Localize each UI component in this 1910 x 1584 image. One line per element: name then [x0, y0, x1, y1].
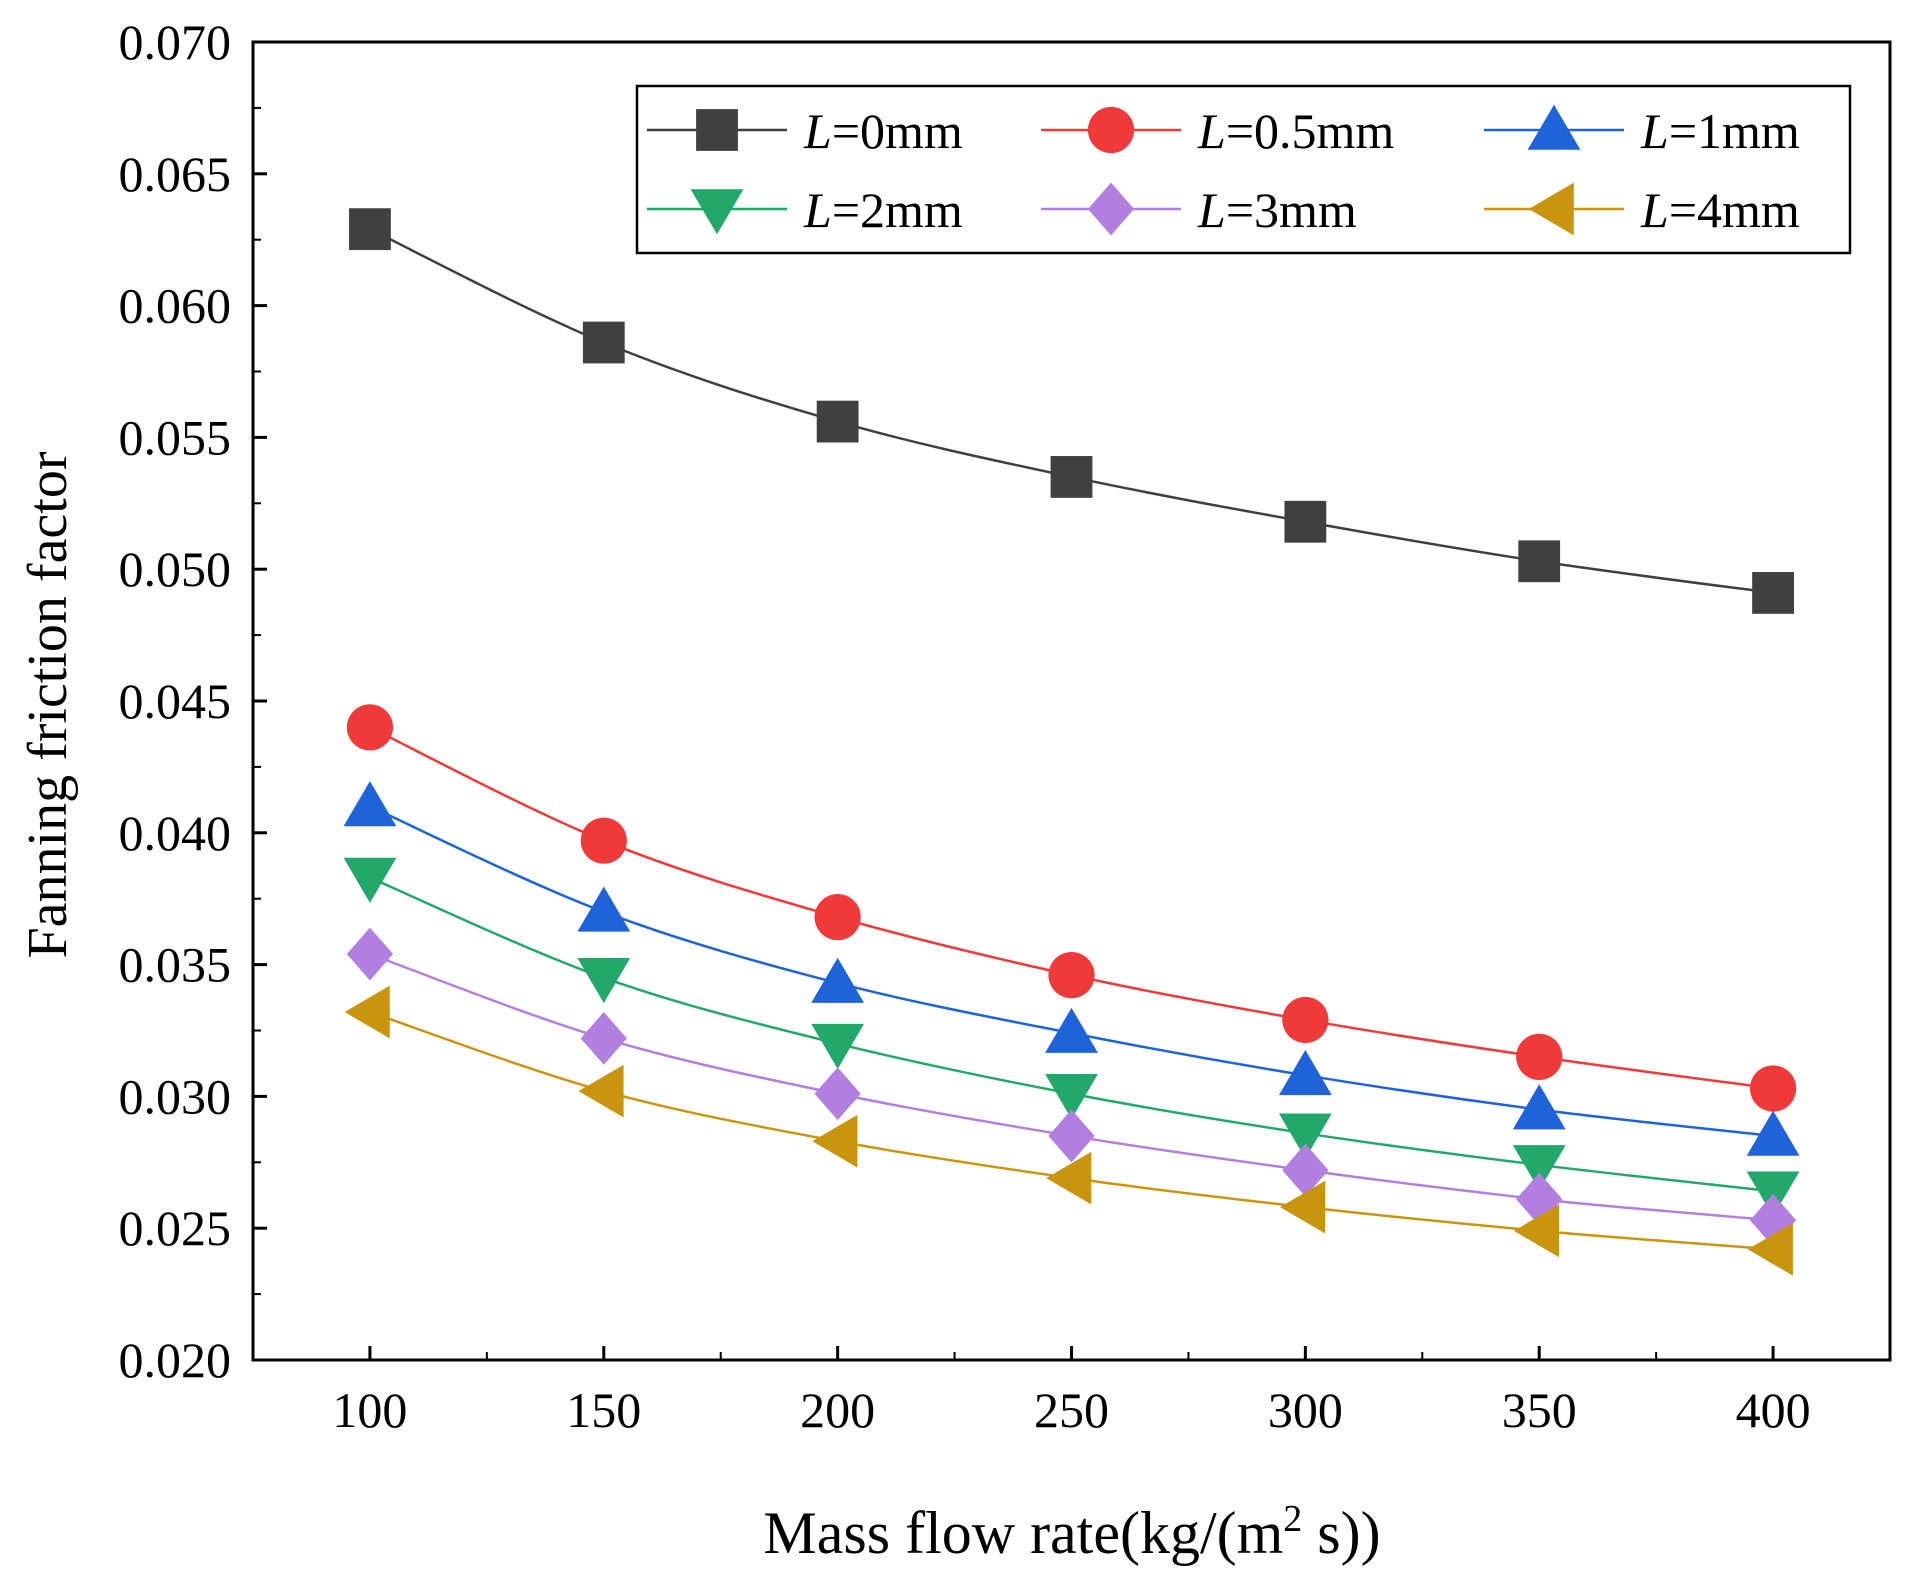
- x-tick-label: 100: [332, 1382, 407, 1438]
- data-point: [1516, 1172, 1563, 1226]
- legend-label: L=3mm: [1197, 182, 1357, 238]
- data-point: [346, 927, 394, 981]
- data-point: [814, 1067, 861, 1121]
- x-tick-label: 200: [800, 1382, 875, 1438]
- data-point: [1048, 1109, 1095, 1163]
- data-point: [811, 1023, 865, 1069]
- legend-label: L=0mm: [803, 103, 963, 159]
- data-point: [1278, 1050, 1332, 1096]
- legend: L=0mm L=0.5mm L=1mm L=2mm L=3mm L=4mm: [635, 84, 1852, 255]
- data-point: [343, 781, 397, 827]
- data-point: [1513, 1204, 1560, 1258]
- legend-label: L=1mm: [1640, 103, 1800, 159]
- data-point: [812, 1114, 858, 1168]
- legend-marker: [696, 109, 738, 151]
- data-point: [1512, 1084, 1566, 1130]
- legend-marker: [690, 189, 744, 235]
- legend-label: L=2mm: [803, 182, 963, 238]
- legend-item: L=1mm: [1484, 103, 1800, 159]
- series-layer: [343, 208, 1800, 1276]
- legend-marker: [1087, 106, 1135, 154]
- y-axis-title: Fanning friction factor: [17, 451, 79, 958]
- y-tick-label: 0.035: [119, 937, 232, 993]
- x-tick-label: 250: [1034, 1382, 1109, 1438]
- series-l-0mm: [349, 208, 1794, 614]
- data-point: [349, 208, 391, 251]
- data-point: [1752, 572, 1794, 614]
- data-point: [1045, 1073, 1098, 1120]
- y-tick-label: 0.055: [119, 409, 232, 465]
- x-tick-label: 350: [1502, 1382, 1577, 1438]
- data-point: [1048, 952, 1095, 999]
- axis-tick-labels: 100 150 200 250 300 350 400 0.020 0.025 0.030 0.03…: [119, 14, 1811, 1438]
- y-tick-label: 0.065: [119, 146, 232, 202]
- data-point: [811, 957, 865, 1003]
- data-point: [1280, 1180, 1326, 1234]
- data-point: [1747, 1222, 1793, 1276]
- data-point: [577, 886, 631, 932]
- data-point: [816, 400, 859, 443]
- series-line: [369, 228, 1774, 595]
- legend-marker: [1528, 182, 1574, 236]
- legend-label: L=4mm: [1640, 182, 1800, 238]
- data-point: [1045, 1007, 1098, 1053]
- y-tick-label: 0.070: [119, 14, 232, 70]
- x-tick-label: 150: [566, 1382, 641, 1438]
- legend-marker: [1087, 182, 1135, 236]
- series-l-4mm: [344, 985, 1793, 1276]
- series-l-1mm: [343, 781, 1800, 1156]
- y-tick-label: 0.030: [119, 1068, 232, 1124]
- data-point: [1746, 1110, 1800, 1156]
- y-tick-label: 0.050: [119, 541, 232, 597]
- legend-item: L=2mm: [647, 182, 963, 238]
- legend-marker: [1527, 104, 1581, 150]
- data-point: [578, 1064, 624, 1118]
- series-l-3mm: [346, 927, 1797, 1247]
- x-axis-title: Mass flow rate(kg/(m2 s)): [763, 1498, 1380, 1566]
- axis-ticks: [253, 40, 1775, 1362]
- data-point: [343, 857, 397, 903]
- data-point: [1512, 1145, 1566, 1191]
- data-point: [580, 1012, 627, 1065]
- data-point: [1284, 500, 1327, 543]
- data-point: [346, 704, 394, 751]
- data-point: [580, 817, 627, 864]
- data-point: [1282, 996, 1329, 1044]
- data-point: [1046, 1151, 1092, 1205]
- legend-label: L=0.5mm: [1197, 103, 1394, 159]
- data-point: [582, 321, 625, 364]
- x-tick-label: 300: [1268, 1382, 1343, 1438]
- series-l-0-5mm: [346, 704, 1797, 1112]
- data-point: [1050, 456, 1093, 498]
- y-tick-label: 0.060: [119, 278, 232, 334]
- data-point: [1282, 1143, 1329, 1197]
- x-tick-label: 400: [1736, 1382, 1811, 1438]
- legend-box: [635, 84, 1852, 255]
- legend-item: L=0.5mm: [1041, 103, 1394, 159]
- data-point: [1749, 1065, 1797, 1112]
- data-point: [1516, 1033, 1563, 1080]
- y-tick-label: 0.040: [119, 805, 232, 861]
- legend-item: L=3mm: [1041, 182, 1357, 238]
- y-tick-label: 0.025: [119, 1200, 232, 1256]
- y-tick-label: 0.020: [119, 1332, 232, 1388]
- legend-item: L=4mm: [1484, 182, 1800, 238]
- legend-item: L=0mm: [647, 103, 963, 159]
- data-point: [814, 894, 861, 941]
- data-point: [1518, 540, 1561, 583]
- data-point: [1278, 1113, 1332, 1159]
- data-point: [344, 985, 390, 1039]
- data-point: [577, 957, 631, 1004]
- y-tick-label: 0.045: [119, 673, 232, 729]
